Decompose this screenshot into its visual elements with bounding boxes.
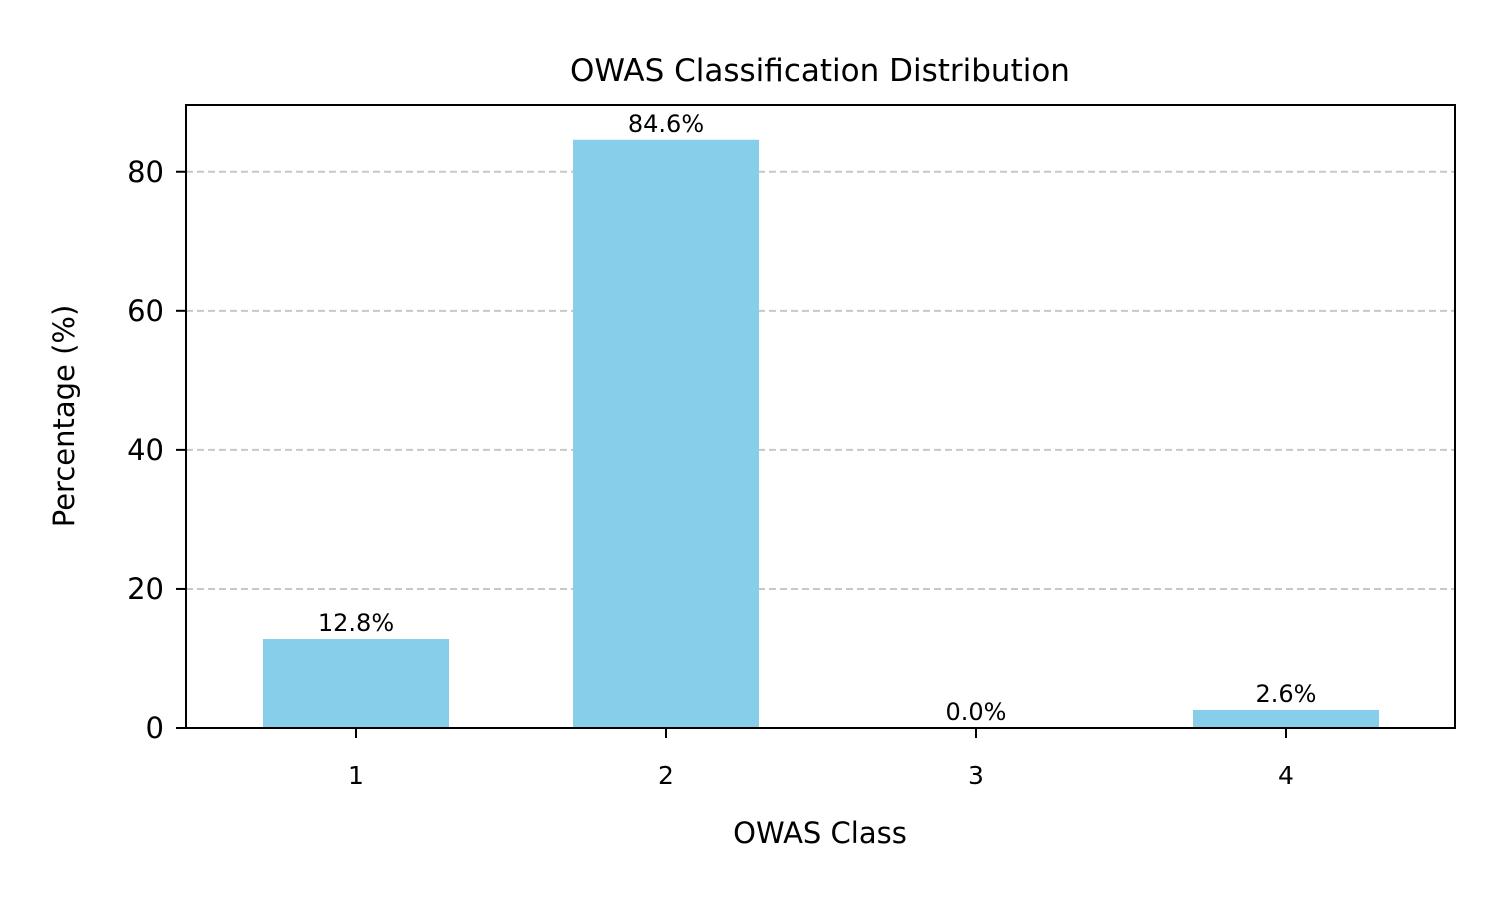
bar-class-2 xyxy=(573,139,759,728)
x-axis: 1 2 3 4 xyxy=(348,728,1294,790)
x-axis-label: OWAS Class xyxy=(733,816,907,850)
bar-value-label: 12.8% xyxy=(318,609,394,637)
x-tick-label: 3 xyxy=(968,761,984,790)
plot-frame xyxy=(185,104,1456,729)
y-tick-label: 0 xyxy=(146,711,164,745)
chart-title: OWAS Classification Distribution xyxy=(570,53,1070,89)
bar-value-label: 2.6% xyxy=(1256,680,1317,708)
x-tick-label: 4 xyxy=(1278,761,1294,790)
bar-value-label: 84.6% xyxy=(628,110,704,138)
bars-layer xyxy=(263,139,1379,728)
y-tick-label: 40 xyxy=(127,433,164,467)
y-tick-label: 20 xyxy=(127,572,164,606)
x-tick-label: 2 xyxy=(658,761,674,790)
bar-class-4 xyxy=(1193,709,1379,728)
y-tick-label: 60 xyxy=(127,294,164,328)
bar-class-1 xyxy=(263,639,449,728)
bar-value-label: 0.0% xyxy=(946,698,1007,726)
y-axis: 0 20 40 60 80 xyxy=(127,155,186,745)
y-axis-label: Percentage (%) xyxy=(47,305,81,528)
y-tick-label: 80 xyxy=(127,155,164,189)
x-tick-label: 1 xyxy=(348,761,364,790)
bar-labels: 12.8% 84.6% 0.0% 2.6% xyxy=(318,110,1317,726)
grid-layer xyxy=(186,170,1455,590)
